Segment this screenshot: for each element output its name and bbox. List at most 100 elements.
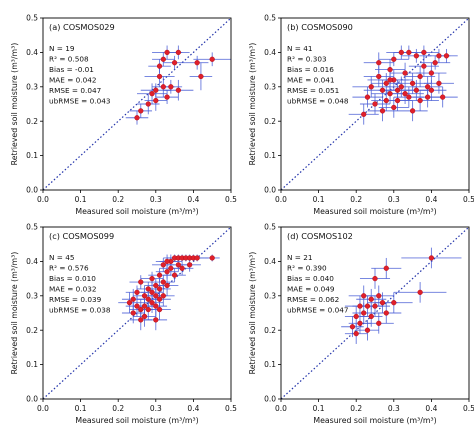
x-axis-label: Measured soil moisture (m³/m³) <box>75 207 198 216</box>
data-point <box>443 53 450 59</box>
stat-line: MAE = 0.049 <box>287 285 335 294</box>
data-point <box>376 293 382 299</box>
data-point <box>398 84 404 90</box>
data-point <box>194 255 200 261</box>
y-tick-label: 0.5 <box>264 223 276 232</box>
data-point <box>417 97 423 104</box>
y-tick-label: 0.0 <box>26 186 38 195</box>
stat-line: N = 19 <box>49 44 75 53</box>
data-point <box>361 111 367 117</box>
plot-frame <box>42 17 232 191</box>
y-axis-label: Retrieved soil moisture (m³/m³) <box>248 252 257 375</box>
data-point <box>164 282 170 289</box>
data-point <box>353 330 359 337</box>
data-point <box>353 313 359 320</box>
data-point <box>171 60 178 66</box>
data-point <box>361 310 367 316</box>
y-tick-label: 0.4 <box>26 48 38 57</box>
panel-c: 0.00.0 0.1 0.1 0.2 0.2 0.3 0.3 0.4 0.4 0.5 0.5 (c) … <box>10 223 237 425</box>
data-point <box>409 80 416 87</box>
data-point <box>145 306 151 313</box>
data-point <box>209 255 215 261</box>
x-tick-label: 0.1 <box>313 404 325 413</box>
data-point <box>364 327 371 333</box>
data-point <box>424 84 431 90</box>
data-point <box>153 317 159 323</box>
stat-line: R² = 0.390 <box>287 264 327 273</box>
plot-frame <box>42 226 232 400</box>
stat-line: MAE = 0.041 <box>287 76 335 85</box>
data-point <box>349 324 356 330</box>
stat-line: ubRMSE = 0.043 <box>49 97 111 106</box>
data-point <box>394 87 401 93</box>
panel-d: 0.00.0 0.1 0.1 0.2 0.2 0.3 0.3 0.4 0.4 0.5 0.5 (d) … <box>248 223 474 425</box>
data-point <box>164 269 170 275</box>
data-point <box>149 275 155 282</box>
data-point <box>134 289 140 296</box>
data-point <box>391 56 397 62</box>
stat-line: MAE = 0.042 <box>49 76 97 85</box>
data-point <box>436 53 442 59</box>
data-point <box>138 317 144 323</box>
data-point <box>406 49 412 56</box>
data-point <box>156 306 163 313</box>
y-tick-label: 0.5 <box>26 223 38 232</box>
x-tick-label: 0.0 <box>37 195 49 204</box>
data-point <box>398 49 404 56</box>
x-tick-label: 0.0 <box>275 195 287 204</box>
stat-line: Bias = 0.010 <box>49 274 96 283</box>
y-tick-label: 0.0 <box>26 395 38 404</box>
data-point <box>413 53 420 59</box>
data-point <box>379 87 386 93</box>
x-tick-label: 0.5 <box>463 195 474 204</box>
y-tick-label: 0.5 <box>26 14 38 23</box>
data-point <box>138 108 144 114</box>
one-to-one-line <box>42 226 232 400</box>
data-point <box>368 296 374 302</box>
data-point <box>372 303 378 309</box>
panel-title: (a) COSMOS029 <box>49 22 115 32</box>
data-point <box>164 49 170 56</box>
data-point <box>421 63 427 69</box>
data-point <box>387 66 393 73</box>
data-point <box>421 49 427 56</box>
data-point <box>194 60 200 66</box>
plot-frame <box>280 226 470 400</box>
panel-title: (b) COSMOS090 <box>287 22 353 32</box>
data-point <box>160 293 166 299</box>
data-point <box>440 94 446 100</box>
panel-title: (d) COSMOS102 <box>287 231 353 241</box>
data-point <box>153 97 159 104</box>
data-point <box>145 296 151 302</box>
data-point <box>168 84 174 90</box>
data-point <box>383 80 389 87</box>
y-tick-label: 0.1 <box>264 151 276 160</box>
y-tick-label: 0.3 <box>26 82 38 91</box>
stat-line: RMSE = 0.047 <box>49 86 102 95</box>
x-axis-label: Measured soil moisture (m³/m³) <box>313 207 436 216</box>
data-point <box>149 289 155 296</box>
x-tick-label: 0.4 <box>187 195 199 204</box>
data-point <box>160 56 166 62</box>
x-tick-label: 0.1 <box>75 195 87 204</box>
data-point <box>138 279 144 285</box>
data-point <box>357 320 363 326</box>
data-point <box>198 73 204 80</box>
one-to-one-line <box>42 17 232 191</box>
x-tick-label: 0.1 <box>75 404 87 413</box>
data-point <box>153 303 159 309</box>
data-point <box>130 296 136 302</box>
data-point <box>383 97 389 104</box>
data-point <box>428 87 435 93</box>
data-point <box>160 262 166 268</box>
data-point <box>357 303 363 309</box>
data-point <box>368 313 374 320</box>
panel-b: 0.00.0 0.1 0.1 0.2 0.2 0.3 0.3 0.4 0.4 0.5 0.5 (b) … <box>248 14 474 216</box>
stat-line: N = 21 <box>287 253 313 262</box>
data-point <box>432 60 438 66</box>
data-point <box>376 60 382 66</box>
stat-line: ubRMSE = 0.047 <box>287 306 349 315</box>
data-point <box>436 80 442 87</box>
x-axis-label: Measured soil moisture (m³/m³) <box>313 416 436 425</box>
